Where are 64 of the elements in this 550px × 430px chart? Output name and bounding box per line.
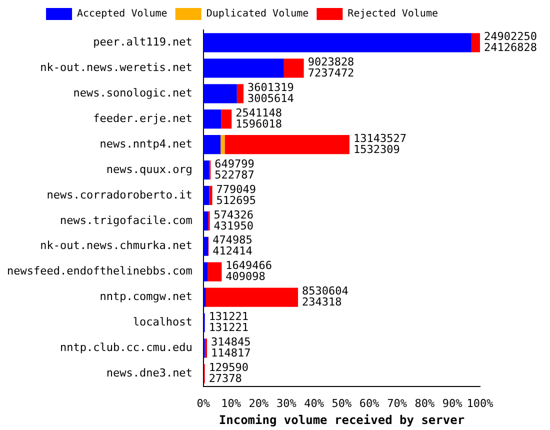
y-tick-label: news.trigofacile.com	[60, 214, 193, 227]
y-tick-label: peer.alt119.net	[93, 36, 192, 49]
y-tick-label: nntp.club.cc.cmu.edu	[60, 341, 192, 354]
bar	[203, 58, 284, 78]
y-tick-label: newsfeed.endofthelinebbs.com	[6, 264, 193, 278]
bar	[203, 288, 206, 307]
bar	[203, 110, 222, 129]
annotation: 474985 412414	[212, 234, 253, 258]
bar	[220, 135, 225, 154]
y-tick-label: localhost	[132, 316, 192, 329]
bar	[203, 186, 210, 206]
bar	[471, 33, 480, 52]
bar	[284, 58, 304, 78]
x-tick-label: 70%	[387, 396, 408, 410]
bar	[221, 110, 232, 129]
annotation: 2541148 1596018	[236, 106, 282, 130]
y-tick-label: news.dne3.net	[106, 366, 192, 380]
annotation: 8530604 234318	[302, 284, 349, 309]
y-tick-label: nk-out.news.weretis.net	[40, 61, 192, 74]
legend-label: Duplicated Volume	[206, 8, 309, 20]
annotation: 131221 131221	[208, 310, 249, 334]
x-tick-label: 0%	[196, 396, 210, 410]
bar	[203, 84, 237, 104]
annotation: 1649466 409098	[226, 259, 272, 284]
annotation: 13143527 1532309	[353, 132, 406, 156]
y-tick-label: news.quux.org	[106, 162, 192, 176]
x-tick-label: 90%	[442, 396, 463, 410]
bar	[203, 236, 208, 256]
x-tick-label: 100%	[466, 396, 494, 410]
annotation: 649799 522787	[214, 157, 254, 182]
annotation: 129590 27378	[208, 361, 249, 386]
bar	[203, 262, 208, 282]
y-tick-label: news.corradoroberto.it	[46, 188, 192, 202]
bar	[208, 262, 222, 282]
y-tick-label: news.sonologic.net	[73, 86, 192, 100]
bar	[203, 160, 210, 180]
bar	[206, 288, 298, 307]
x-tick-label: 50%	[332, 396, 352, 410]
bar	[203, 211, 208, 230]
y-tick-label: feeder.erje.net	[93, 112, 192, 125]
x-tick-label: 40%	[304, 396, 324, 410]
y-tick-label: nntp.comgw.net	[100, 290, 192, 304]
annotation: 574326 431950	[214, 208, 254, 232]
y-tick-label: nk-out.news.chmurka.net	[40, 239, 192, 252]
annotation: 3601319 3005614	[248, 81, 294, 105]
bar	[209, 186, 212, 206]
bar	[204, 338, 208, 358]
legend-label: Rejected Volume	[348, 8, 438, 20]
annotation: 24902250 24126828	[484, 30, 537, 54]
legend-label: Accepted Volume	[77, 8, 168, 20]
x-tick-label: 60%	[359, 396, 380, 410]
bar	[203, 33, 472, 52]
x-tick-label: 80%	[414, 396, 435, 410]
bar	[236, 84, 244, 104]
x-axis-title: Incoming volume received by server	[218, 412, 465, 427]
bar	[203, 135, 221, 154]
x-tick-label: 10%	[221, 396, 242, 410]
annotation: 314845 114817	[211, 336, 251, 360]
x-tick-label: 20%	[248, 396, 270, 410]
bar	[224, 135, 350, 154]
annotation: 9023828 7237472	[308, 56, 354, 80]
y-tick-label: news.nntp4.net	[100, 137, 192, 150]
annotation: 779049 512695	[216, 182, 256, 207]
x-tick-label: 30%	[276, 396, 297, 410]
